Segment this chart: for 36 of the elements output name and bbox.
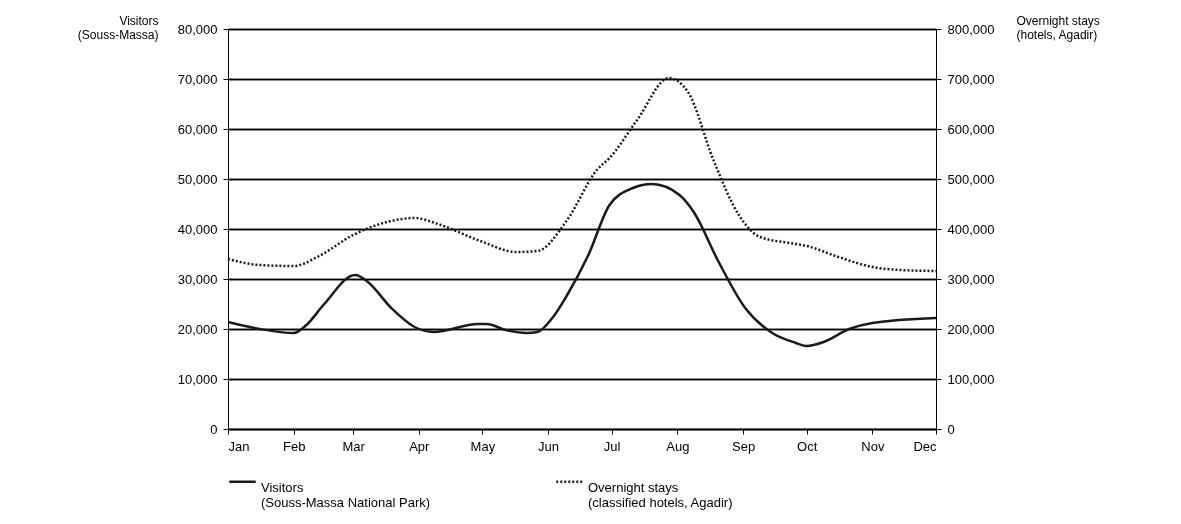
y-tick-label: 80,000 [177,21,218,37]
y2-tick-label: 400,000 [947,221,995,237]
y-tick-label: 10,000 [177,371,218,387]
x-tick-label: Apr [409,438,431,454]
x-tick-label: May [470,438,496,454]
x-tick-label: Mar [342,438,366,454]
y-tick-label: 70,000 [177,71,218,87]
line-series [226,76,938,273]
legend-label: Overnight stays (classified hotels, Agadir) [588,479,733,510]
x-tick-label: Nov [861,438,885,454]
y2-tick-label: 200,000 [947,321,995,337]
line-series [226,182,938,348]
y2-axis-title: Overnight stays (hotels, Agadir) [1016,13,1100,42]
x-tick-label: Dec [913,438,937,454]
x-tick-label: Jun [538,438,560,454]
y-tick-label: 30,000 [177,271,218,287]
y-axis-title: Visitors (Souss-Massa) [77,13,159,42]
y-tick-label: 20,000 [177,321,218,337]
y2-tick-label: 800,000 [947,21,995,37]
y-tick-label: 60,000 [177,121,218,137]
y-tick-label: 40,000 [177,221,218,237]
x-tick-label: Oct [797,438,818,454]
y2-tick-label: 500,000 [947,171,995,187]
x-tick-label: Sep [732,438,756,454]
y2-tick-label: 0 [947,421,955,437]
y-tick-label: 0 [210,421,218,437]
y2-tick-label: 700,000 [947,71,995,87]
y-tick-label: 50,000 [177,171,218,187]
x-tick-label: Feb [283,438,306,454]
x-tick-label: Jan [228,438,250,454]
x-tick-label: Aug [666,438,690,454]
y2-tick-label: 100,000 [947,371,995,387]
legend-label: Visitors (Souss-Massa National Park) [261,479,431,510]
y2-tick-label: 300,000 [947,271,995,287]
x-tick-label: Jul [603,438,621,454]
y2-tick-label: 600,000 [947,121,995,137]
